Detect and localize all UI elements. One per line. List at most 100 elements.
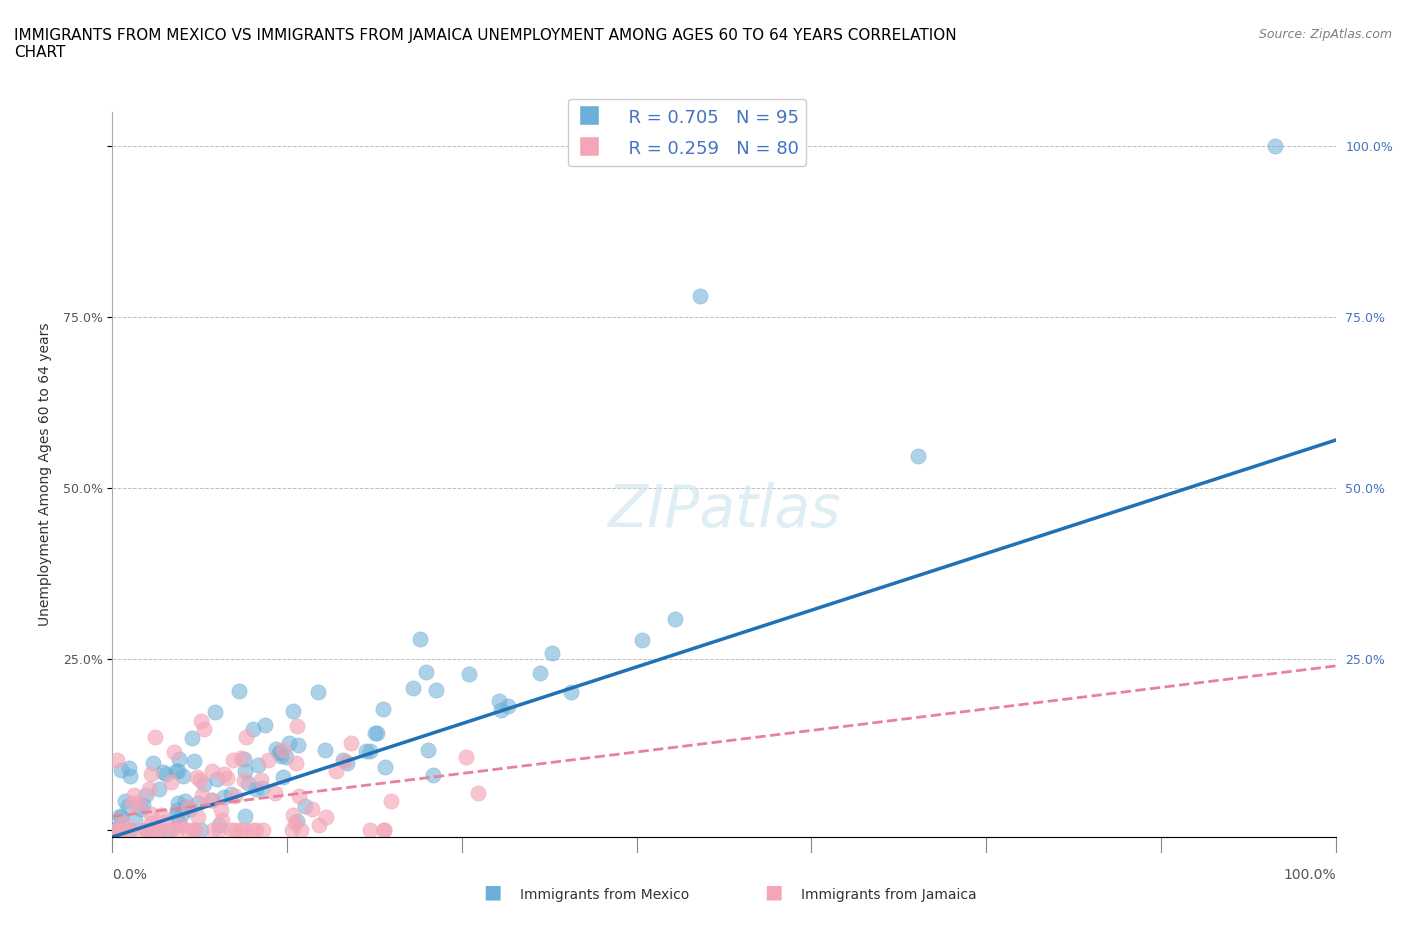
- Point: [219, 787, 242, 802]
- Point: [212, 766, 235, 781]
- Point: [110, 809, 132, 824]
- Point: [163, 745, 186, 760]
- Point: [281, 703, 304, 718]
- Point: [204, 705, 226, 720]
- Point: [284, 816, 307, 830]
- Point: [456, 750, 478, 764]
- Point: [166, 823, 188, 838]
- Point: [491, 702, 513, 717]
- Text: ■: ■: [763, 883, 783, 901]
- Point: [143, 729, 166, 744]
- Point: [245, 823, 267, 838]
- Point: [488, 694, 510, 709]
- Point: [307, 684, 329, 699]
- Point: [366, 725, 388, 740]
- Point: [222, 753, 245, 768]
- Point: [285, 719, 308, 734]
- Point: [170, 806, 193, 821]
- Point: [165, 764, 187, 778]
- Point: [128, 795, 150, 810]
- Point: [359, 823, 381, 838]
- Point: [285, 814, 308, 829]
- Point: [112, 816, 135, 830]
- Point: [172, 769, 194, 784]
- Point: [263, 785, 285, 800]
- Point: [242, 721, 264, 736]
- Point: [150, 807, 173, 822]
- Point: [208, 823, 231, 838]
- Point: [247, 758, 270, 773]
- Point: [245, 781, 267, 796]
- Text: Immigrants from Mexico: Immigrants from Mexico: [520, 888, 689, 902]
- Point: [214, 790, 236, 804]
- Point: [167, 796, 190, 811]
- Point: [142, 756, 165, 771]
- Point: [380, 793, 402, 808]
- Text: Source: ZipAtlas.com: Source: ZipAtlas.com: [1258, 28, 1392, 41]
- Point: [135, 788, 157, 803]
- Point: [183, 753, 205, 768]
- Point: [124, 812, 146, 827]
- Point: [240, 823, 263, 838]
- Point: [187, 810, 209, 825]
- Point: [205, 771, 228, 786]
- Text: IMMIGRANTS FROM MEXICO VS IMMIGRANTS FROM JAMAICA UNEMPLOYMENT AMONG AGES 60 TO : IMMIGRANTS FROM MEXICO VS IMMIGRANTS FRO…: [14, 28, 956, 60]
- Text: ■: ■: [482, 883, 502, 901]
- Point: [540, 645, 562, 660]
- Point: [167, 816, 190, 830]
- Legend:   R = 0.705   N = 95,   R = 0.259   N = 80: R = 0.705 N = 95, R = 0.259 N = 80: [568, 99, 807, 166]
- Point: [228, 823, 250, 838]
- Point: [264, 742, 287, 757]
- Point: [281, 807, 304, 822]
- Point: [215, 770, 238, 785]
- Point: [177, 800, 200, 815]
- Point: [135, 823, 157, 838]
- Point: [364, 725, 387, 740]
- Text: 100.0%: 100.0%: [1284, 868, 1336, 882]
- Point: [122, 796, 145, 811]
- Point: [256, 753, 278, 768]
- Point: [138, 781, 160, 796]
- Point: [173, 793, 195, 808]
- Point: [169, 751, 191, 766]
- Point: [285, 756, 308, 771]
- Point: [529, 665, 551, 680]
- Point: [224, 823, 246, 838]
- Point: [294, 799, 316, 814]
- Point: [139, 823, 162, 838]
- Point: [269, 745, 291, 760]
- Point: [233, 808, 256, 823]
- Point: [193, 722, 215, 737]
- Text: ZIPatlas: ZIPatlas: [607, 482, 841, 539]
- Point: [271, 769, 294, 784]
- Point: [117, 798, 139, 813]
- Point: [105, 823, 128, 838]
- Point: [250, 773, 273, 788]
- Point: [314, 742, 336, 757]
- Point: [907, 449, 929, 464]
- Point: [118, 823, 141, 838]
- Point: [560, 684, 582, 699]
- Point: [458, 667, 481, 682]
- Point: [340, 736, 363, 751]
- Point: [325, 764, 347, 778]
- Point: [174, 799, 197, 814]
- Point: [254, 717, 277, 732]
- Point: [401, 681, 423, 696]
- Point: [167, 764, 190, 778]
- Point: [271, 743, 294, 758]
- Point: [359, 743, 381, 758]
- Point: [496, 698, 519, 713]
- Point: [664, 612, 686, 627]
- Point: [108, 809, 131, 824]
- Point: [211, 812, 233, 827]
- Point: [153, 814, 176, 829]
- Point: [110, 823, 132, 838]
- Point: [235, 730, 257, 745]
- Point: [122, 787, 145, 802]
- Point: [201, 793, 224, 808]
- Point: [114, 793, 136, 808]
- Point: [131, 798, 153, 813]
- Point: [165, 808, 187, 823]
- Point: [105, 823, 128, 838]
